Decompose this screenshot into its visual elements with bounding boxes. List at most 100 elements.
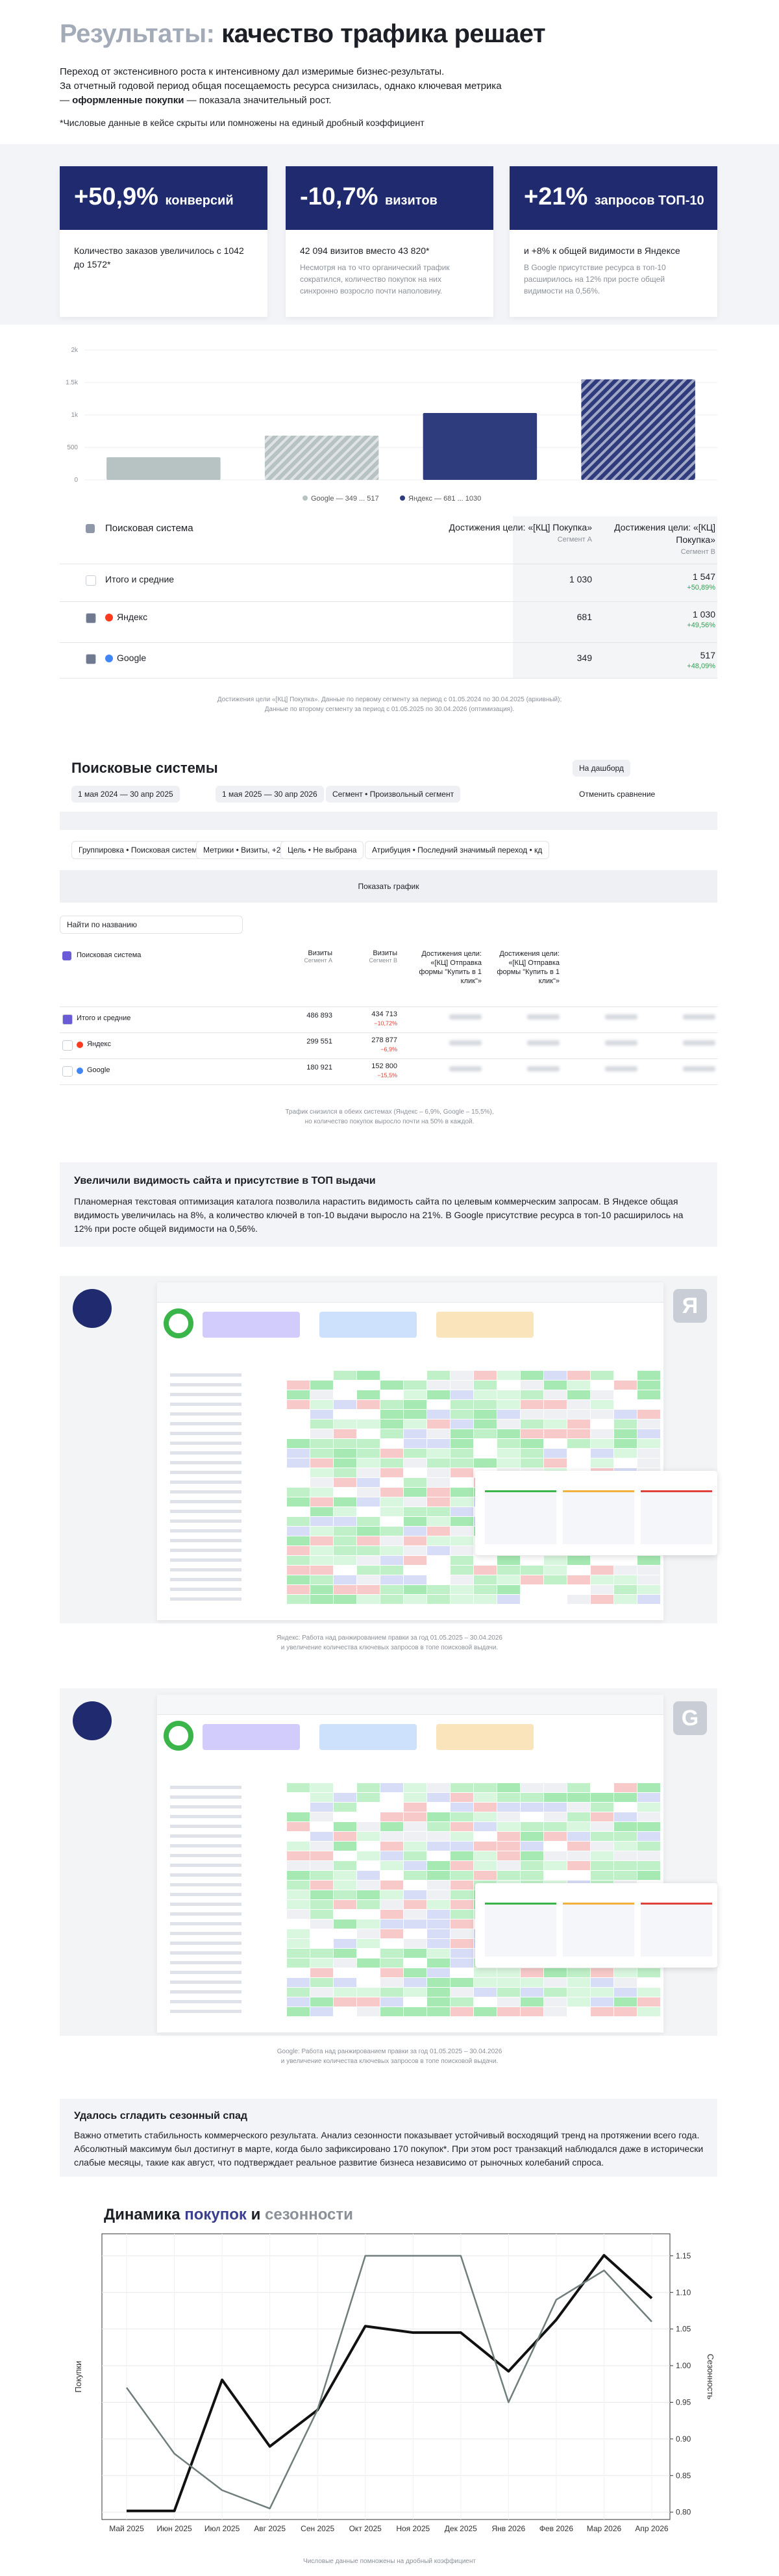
checkbox[interactable] [86,524,95,533]
rank-cell [427,1566,450,1575]
cell-a: 180 921 [306,1064,332,1071]
segment-chip[interactable]: Сегмент • Произвольный сегмент [326,786,461,803]
x-tick-label: Авг 2025 [254,2524,286,2533]
checkbox[interactable] [62,951,71,960]
rank-cell [334,1812,356,1821]
rank-cell [287,1851,310,1860]
rank-cell [334,1881,356,1890]
rank-cell [544,1575,567,1584]
filter-chip[interactable]: Метрики • Визиты, +2 [196,841,288,859]
rank-cell [334,1861,356,1870]
filter-chip[interactable]: Атрибуция • Последний значимый переход •… [365,841,550,859]
rank-cell [380,1507,403,1516]
report-title: Поисковые системы [71,760,218,776]
rank-cell [451,1958,473,1968]
rank-cell [334,1890,356,1899]
rank-cell [287,1919,310,1929]
column-header: Достижения цели: «[КЦ] Отправка формы "К… [497,950,560,985]
rank-cell [380,1871,403,1880]
rank-cell [287,1410,310,1419]
rank-cell [451,1851,473,1860]
rank-cell [591,1458,613,1468]
rank-cell [310,1419,333,1429]
query-line [170,1539,241,1542]
rank-cell [357,1900,380,1909]
rank-cell [591,1803,613,1812]
rank-cell [404,1381,427,1390]
query-line [170,1815,241,1818]
rank-cell [310,1556,333,1565]
rank-cell [474,1400,497,1409]
row-name: Яндекс [117,612,148,622]
rank-cell [357,1556,380,1565]
period-chip[interactable]: 1 мая 2025 — 30 апр 2026 [216,786,324,803]
caption-line: Яндекс: Работа над ранжированием правки … [277,1634,502,1642]
query-line [170,1942,241,1945]
rank-cell [474,2007,497,2016]
filter-chip[interactable]: Группировка • Поисковая система [71,841,209,859]
toolbar [157,1695,663,1715]
query-line [170,1873,241,1877]
rank-cell [287,1517,310,1526]
rank-cell [404,1929,427,1938]
rank-cell [310,1890,333,1899]
dashboard-button[interactable]: На дашборд [573,760,630,777]
rank-cell [521,1851,543,1860]
period-chip[interactable]: 1 мая 2024 — 30 апр 2025 [71,786,180,803]
rank-cell [591,1842,613,1851]
rank-cell [451,1410,473,1419]
show-graph[interactable]: Показать график [358,882,419,891]
rank-cell [591,1595,613,1604]
x-tick-label: Дек 2025 [445,2524,477,2533]
rank-cell [380,1812,403,1821]
query-line [170,1451,241,1455]
rank-cell [497,1832,520,1841]
rank-cell [427,1803,450,1812]
rank-cell [451,1939,473,1948]
rank-cell [521,1400,543,1409]
rank-cell [451,1929,473,1938]
rank-cell [427,1371,450,1380]
hidden-value [605,1066,637,1071]
rank-cell [474,1822,497,1831]
bar [106,457,221,480]
rank-cell [567,1783,590,1792]
table-row [60,601,717,643]
cancel-link[interactable]: Отменить сравнение [579,790,656,799]
x-tick-label: Янв 2026 [492,2524,526,2533]
rank-cell [357,1842,380,1851]
rank-cell [287,1478,310,1487]
rank-cell [567,1575,590,1584]
rank-cell [474,1390,497,1399]
hidden-value [683,1066,715,1071]
rank-cell [380,1861,403,1870]
rank-cell [287,1978,310,1987]
rank-cell [474,1832,497,1841]
rank-cell [357,1595,380,1604]
rank-cell [451,1842,473,1851]
rank-cell [334,1546,356,1555]
row-name: Google [117,653,147,663]
rank-cell [591,1832,613,1841]
search-box[interactable]: Найти по названию [60,916,243,934]
rank-cell [474,1410,497,1419]
rank-cell [451,1488,473,1497]
text: — [60,95,69,106]
query-line [170,1471,241,1474]
rank-cell [451,1429,473,1438]
rank-cell [637,1458,660,1468]
rank-cell [497,1371,520,1380]
rank-cell [521,1978,543,1987]
y2-axis-label: Сезонность [706,2354,715,2399]
mini-chart [203,1724,300,1750]
rank-cell [404,1478,427,1487]
rank-cell [287,1958,310,1968]
filter-chip[interactable]: Цель • Не выбрана [280,841,364,859]
rank-cell [591,1851,613,1860]
rank-cell [544,1851,567,1860]
summary-tile [563,1903,634,1957]
rank-cell [614,1793,637,1802]
rank-cell [380,1832,403,1841]
ranking-screenshot: Я [60,1276,717,1623]
rank-cell [521,1429,543,1438]
